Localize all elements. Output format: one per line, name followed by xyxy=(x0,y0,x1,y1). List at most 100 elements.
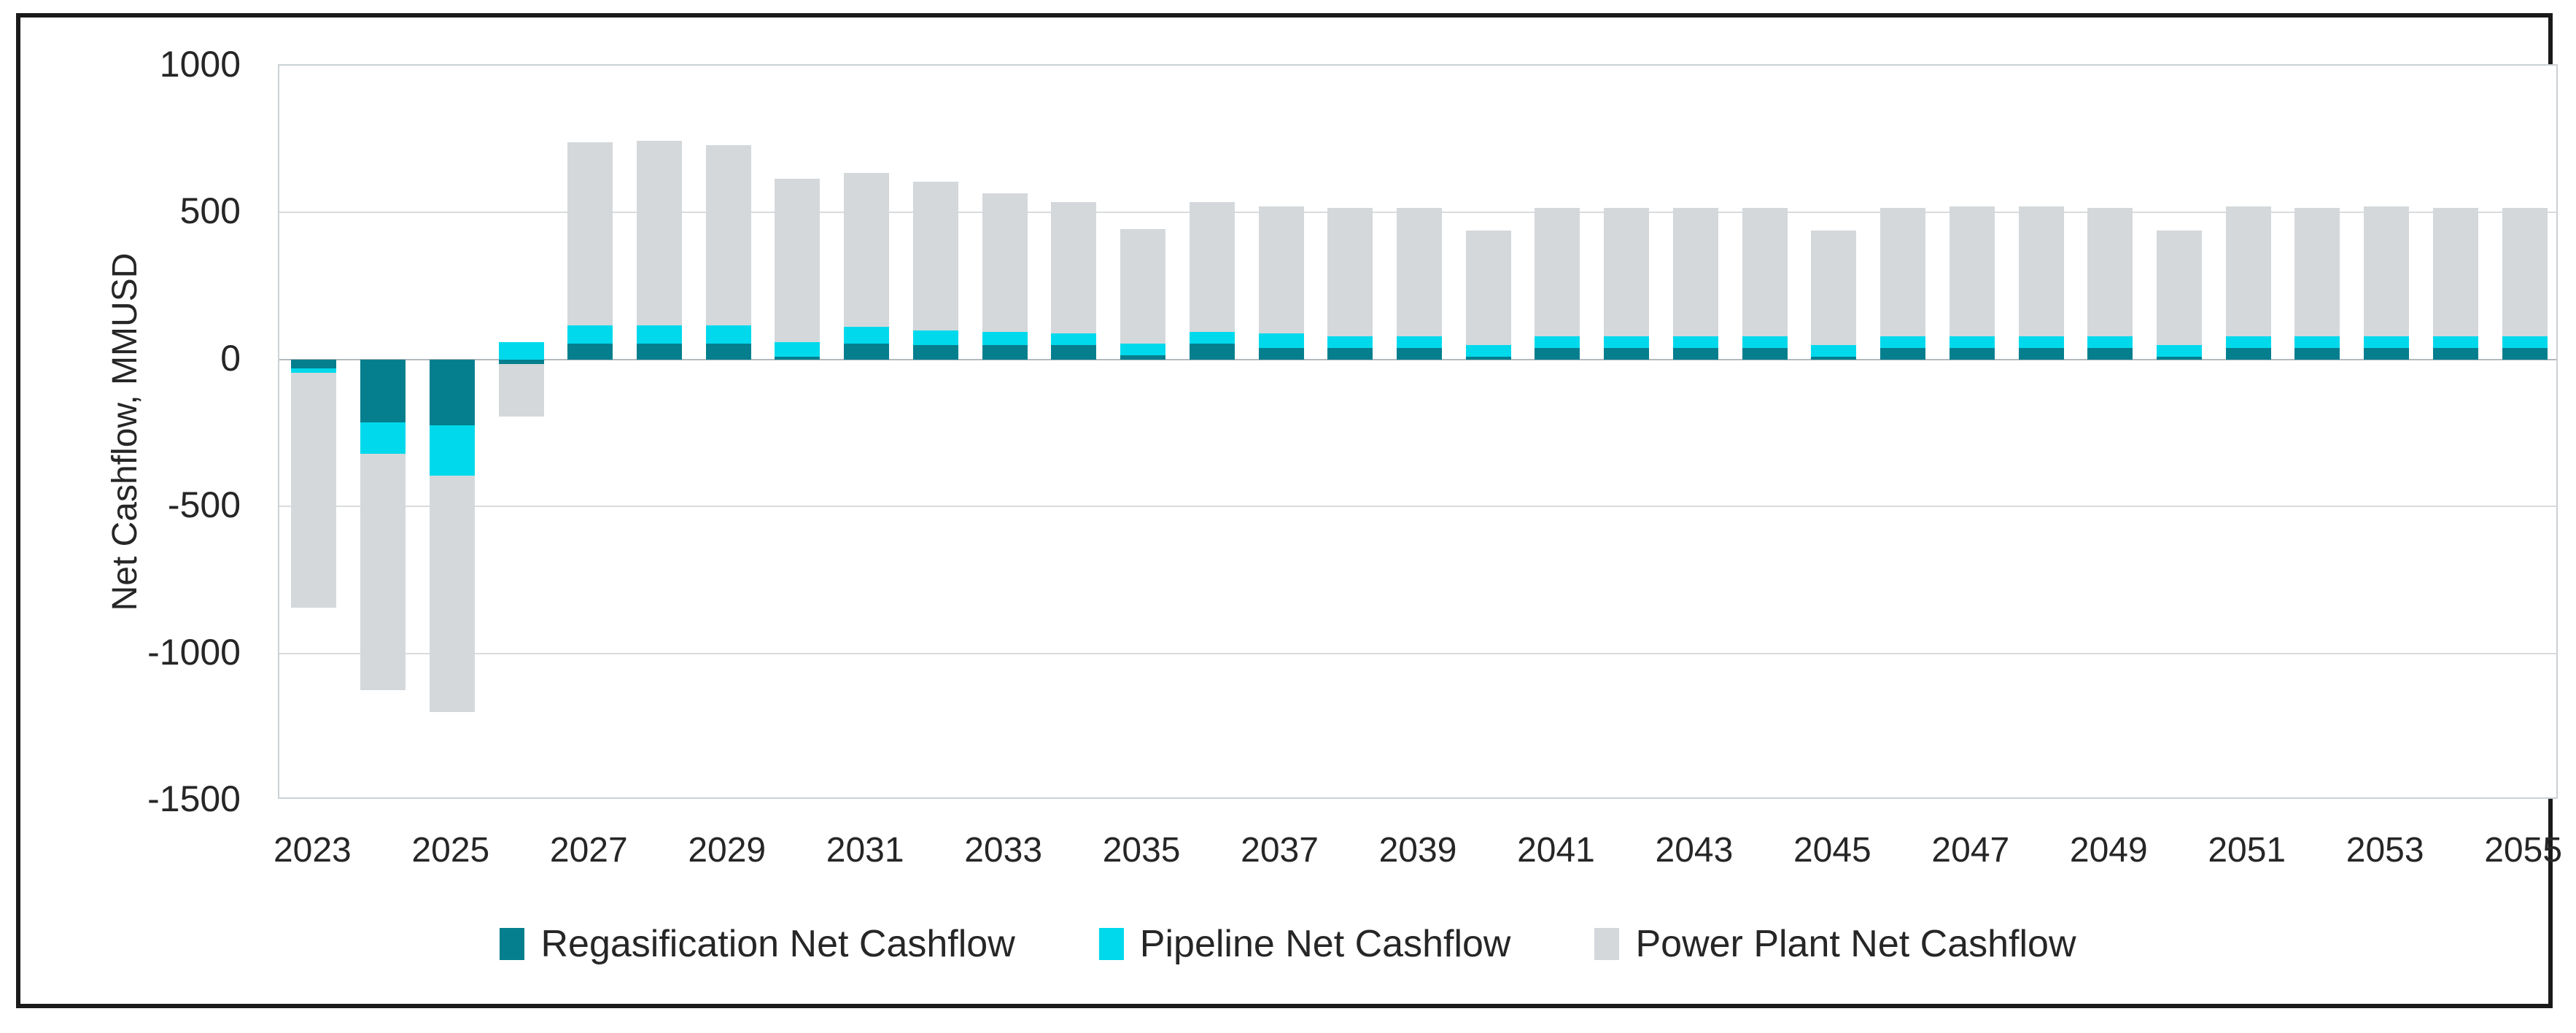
bar-2023-pipeline-segment xyxy=(291,368,337,373)
bar-2045-regasification-segment xyxy=(1811,356,1857,360)
bar-2025-pipeline-segment xyxy=(429,425,475,476)
y-tick-label-0: 0 xyxy=(220,337,241,379)
x-tick-label-2023: 2023 xyxy=(273,831,352,870)
bar-2036-regasification-segment xyxy=(1189,343,1235,360)
bar-2033-power-plant-segment xyxy=(982,193,1028,332)
bar-2042-pipeline-segment xyxy=(1604,336,1650,348)
bar-2023-regasification-segment xyxy=(291,359,337,368)
bar-2039-pipeline-segment xyxy=(1397,336,1442,348)
plot-area xyxy=(278,64,2558,799)
bar-2048-power-plant-segment xyxy=(2018,206,2064,336)
x-tick-label-2045: 2045 xyxy=(1793,831,1871,870)
bar-2024-pipeline-segment xyxy=(360,422,406,454)
bar-2034-power-plant-segment xyxy=(1051,202,1097,333)
x-tick-label-2055: 2055 xyxy=(2484,831,2563,870)
y-tick-label--1500: -1500 xyxy=(147,778,241,819)
bar-2050-regasification-segment xyxy=(2157,356,2202,360)
bar-2046-pipeline-segment xyxy=(1880,336,1926,348)
bar-2028-power-plant-segment xyxy=(637,140,682,326)
bar-2048-regasification-segment xyxy=(2018,347,2064,360)
bar-2036-pipeline-segment xyxy=(1189,331,1235,344)
bar-2023-power-plant-segment xyxy=(291,372,337,608)
bar-2034-pipeline-segment xyxy=(1051,333,1097,345)
bar-2038-power-plant-segment xyxy=(1327,208,1373,336)
bar-2049-power-plant-segment xyxy=(2087,208,2133,336)
x-tick-label-2029: 2029 xyxy=(688,831,767,870)
bar-2037-regasification-segment xyxy=(1258,347,1304,360)
legend-label-pipeline: Pipeline Net Cashflow xyxy=(1139,923,1511,965)
bar-2055-regasification-segment xyxy=(2502,347,2548,360)
bar-2054-pipeline-segment xyxy=(2432,336,2478,348)
bar-2052-regasification-segment xyxy=(2294,347,2340,360)
bar-2038-pipeline-segment xyxy=(1327,336,1373,348)
bar-2033-pipeline-segment xyxy=(982,331,1028,345)
bar-2047-regasification-segment xyxy=(1949,347,1995,360)
legend-item-power-plant: Power Plant Net Cashflow xyxy=(1594,921,2076,967)
legend-swatch-power-plant xyxy=(1594,928,1620,960)
legend-swatch-pipeline xyxy=(1098,928,1124,960)
bar-2045-pipeline-segment xyxy=(1811,344,1857,357)
bar-2052-power-plant-segment xyxy=(2294,208,2340,336)
y-tick-label-1000: 1000 xyxy=(159,44,241,85)
bar-2051-pipeline-segment xyxy=(2225,336,2271,348)
legend-label-power-plant: Power Plant Net Cashflow xyxy=(1635,923,2076,965)
bar-2044-regasification-segment xyxy=(1742,347,1788,360)
bar-2045-power-plant-segment xyxy=(1811,230,1857,345)
bar-2035-power-plant-segment xyxy=(1120,228,1166,344)
bar-2052-pipeline-segment xyxy=(2294,336,2340,348)
bar-2050-power-plant-segment xyxy=(2157,230,2202,345)
legend-swatch-regasification xyxy=(500,928,525,960)
bar-2042-regasification-segment xyxy=(1604,347,1650,360)
bar-2032-pipeline-segment xyxy=(912,330,958,345)
gridline--1000 xyxy=(279,652,2556,654)
bar-2040-pipeline-segment xyxy=(1465,344,1511,357)
x-tick-label-2037: 2037 xyxy=(1241,831,1319,870)
bar-2040-power-plant-segment xyxy=(1465,230,1511,345)
bar-2053-power-plant-segment xyxy=(2364,206,2410,336)
legend-item-pipeline: Pipeline Net Cashflow xyxy=(1098,921,1511,967)
bar-2047-power-plant-segment xyxy=(1949,206,1995,336)
bar-2030-power-plant-segment xyxy=(775,179,820,342)
bar-2046-power-plant-segment xyxy=(1880,208,1926,336)
bar-2031-power-plant-segment xyxy=(844,173,890,328)
bar-2033-regasification-segment xyxy=(982,344,1028,360)
bar-2024-regasification-segment xyxy=(360,359,406,423)
bar-2030-regasification-segment xyxy=(775,356,820,360)
bar-2041-power-plant-segment xyxy=(1535,208,1580,336)
x-tick-label-2053: 2053 xyxy=(2346,831,2424,870)
bar-2029-pipeline-segment xyxy=(705,325,751,344)
legend-label-regasification: Regasification Net Cashflow xyxy=(540,923,1015,965)
bar-2044-power-plant-segment xyxy=(1742,208,1788,336)
bar-2034-regasification-segment xyxy=(1051,344,1097,360)
bar-2038-regasification-segment xyxy=(1327,347,1373,360)
bar-2026-pipeline-segment xyxy=(498,341,544,360)
gridline--500 xyxy=(279,506,2556,508)
bar-2031-pipeline-segment xyxy=(844,327,890,344)
y-tick-label--500: -500 xyxy=(167,484,241,526)
x-tick-label-2051: 2051 xyxy=(2208,831,2286,870)
y-axis-title: Net Cashflow, MMUSD xyxy=(106,252,144,611)
legend: Regasification Net Cashflow Pipeline Net … xyxy=(0,921,2576,967)
bar-2055-pipeline-segment xyxy=(2502,336,2548,348)
bar-2030-pipeline-segment xyxy=(775,341,820,357)
bar-2031-regasification-segment xyxy=(844,343,890,360)
bar-2024-power-plant-segment xyxy=(360,453,406,690)
bar-2049-regasification-segment xyxy=(2087,347,2133,360)
x-tick-label-2043: 2043 xyxy=(1655,831,1734,870)
x-tick-label-2033: 2033 xyxy=(964,831,1043,870)
bar-2044-pipeline-segment xyxy=(1742,336,1788,348)
bar-2043-regasification-segment xyxy=(1672,347,1718,360)
bar-2025-power-plant-segment xyxy=(429,475,475,713)
gridline-0 xyxy=(279,358,2556,360)
bar-2025-regasification-segment xyxy=(429,359,475,426)
bar-2035-pipeline-segment xyxy=(1120,343,1166,355)
bar-2027-pipeline-segment xyxy=(567,325,613,344)
x-tick-label-2049: 2049 xyxy=(2069,831,2148,870)
x-tick-label-2027: 2027 xyxy=(549,831,628,870)
bar-2029-power-plant-segment xyxy=(705,144,751,326)
bar-2026-power-plant-segment xyxy=(498,363,544,417)
bar-2048-pipeline-segment xyxy=(2018,336,2064,348)
bar-2046-regasification-segment xyxy=(1880,347,1926,360)
bar-2036-power-plant-segment xyxy=(1189,202,1235,332)
